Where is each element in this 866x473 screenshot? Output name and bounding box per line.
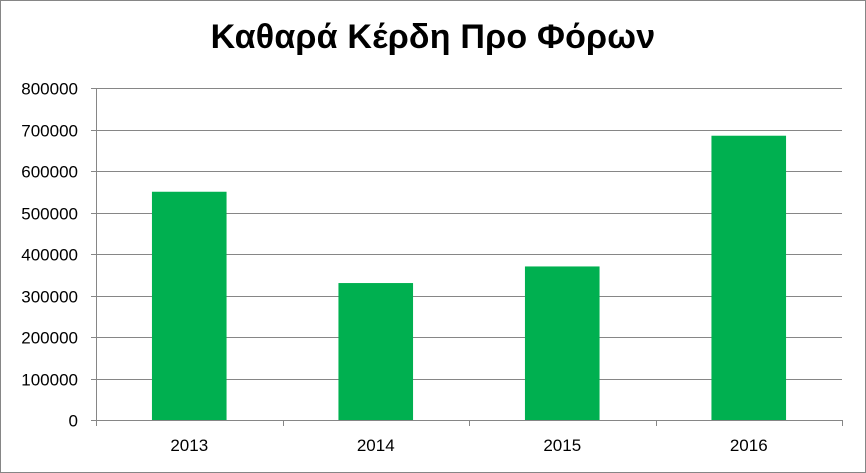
bar-2013 [151, 191, 227, 420]
y-tick-label: 200000 [21, 329, 78, 348]
y-tick-label: 0 [69, 412, 78, 431]
x-tick-label: 2015 [543, 436, 581, 455]
chart-title: Καθαρά Κέρδη Προ Φόρων [210, 18, 656, 56]
y-tick-label: 700000 [21, 122, 78, 141]
x-tick-label: 2014 [357, 436, 395, 455]
bar-2014 [338, 283, 414, 420]
bar-2015 [524, 266, 600, 420]
y-tick-label: 400000 [21, 246, 78, 265]
x-tick-label: 2016 [730, 436, 768, 455]
y-tick-label: 600000 [21, 163, 78, 182]
y-tick-label: 500000 [21, 205, 78, 224]
x-tick-label: 2013 [170, 436, 208, 455]
bar-2016 [711, 135, 787, 420]
y-tick-label: 800000 [21, 80, 78, 99]
y-tick-label: 100000 [21, 371, 78, 390]
y-tick-label: 300000 [21, 288, 78, 307]
